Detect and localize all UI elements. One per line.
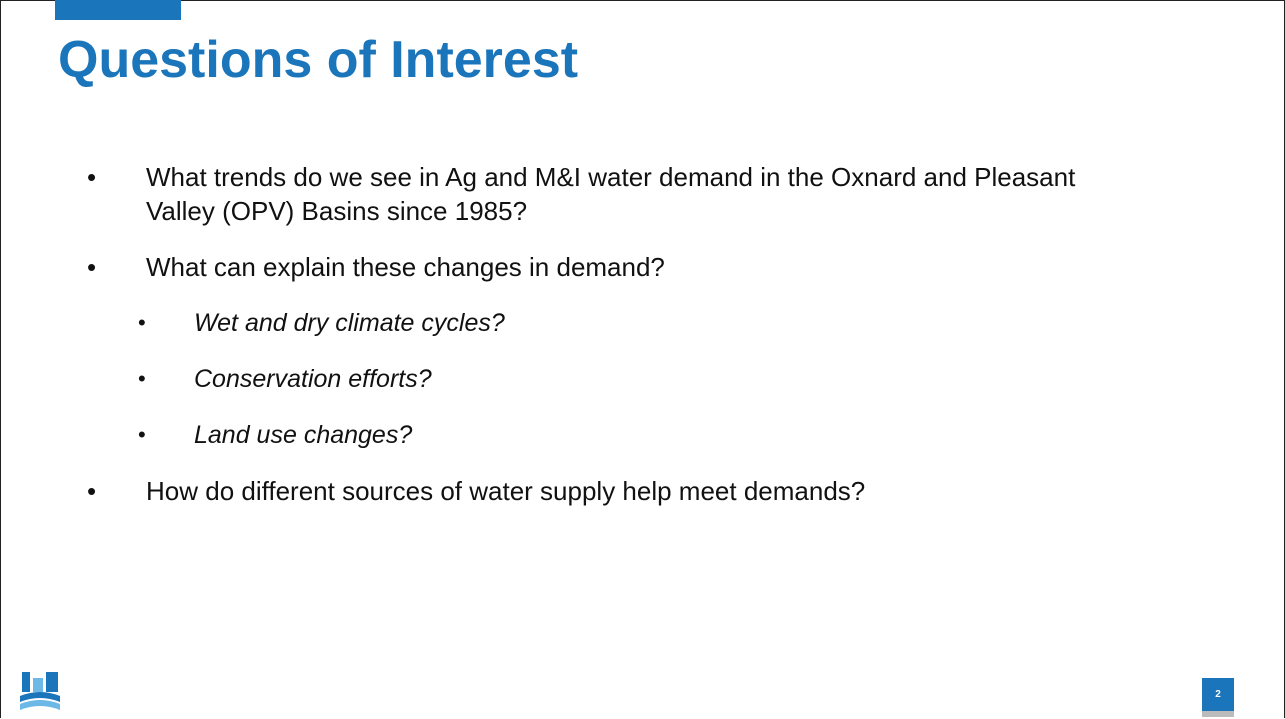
bullet-text: Wet and dry climate cycles? bbox=[194, 309, 505, 337]
bullet-text: What trends do we see in Ag and M&I wate… bbox=[146, 162, 1076, 226]
bullet-item: • Conservation efforts? bbox=[0, 362, 1285, 396]
slide-title: Questions of Interest bbox=[58, 31, 579, 89]
bullet-marker: • bbox=[87, 162, 97, 192]
bullet-item: • Wet and dry climate cycles? bbox=[0, 306, 1285, 340]
bullet-marker: • bbox=[87, 476, 97, 506]
bullet-list: • What trends do we see in Ag and M&I wat… bbox=[0, 160, 1285, 530]
bullet-text: How do different sources of water supply… bbox=[146, 476, 866, 506]
bullet-item: • How do different sources of water suppl… bbox=[0, 474, 1285, 508]
logo bbox=[20, 672, 60, 710]
page-number: 2 bbox=[1202, 678, 1234, 711]
bullet-marker: • bbox=[138, 366, 146, 391]
bullet-text: What can explain these changes in demand… bbox=[146, 252, 665, 282]
bullet-item: • What can explain these changes in deman… bbox=[0, 250, 1285, 284]
bullet-item: • Land use changes? bbox=[0, 418, 1285, 452]
bullet-marker: • bbox=[138, 310, 146, 335]
bullet-marker: • bbox=[138, 422, 146, 447]
bullet-text: Conservation efforts? bbox=[194, 365, 432, 393]
bullet-marker: • bbox=[87, 252, 97, 282]
bullet-item: • What trends do we see in Ag and M&I wat… bbox=[0, 160, 1285, 228]
bullet-text: Land use changes? bbox=[194, 421, 413, 449]
accent-bar bbox=[55, 0, 181, 20]
page-number-bar bbox=[1202, 711, 1234, 717]
